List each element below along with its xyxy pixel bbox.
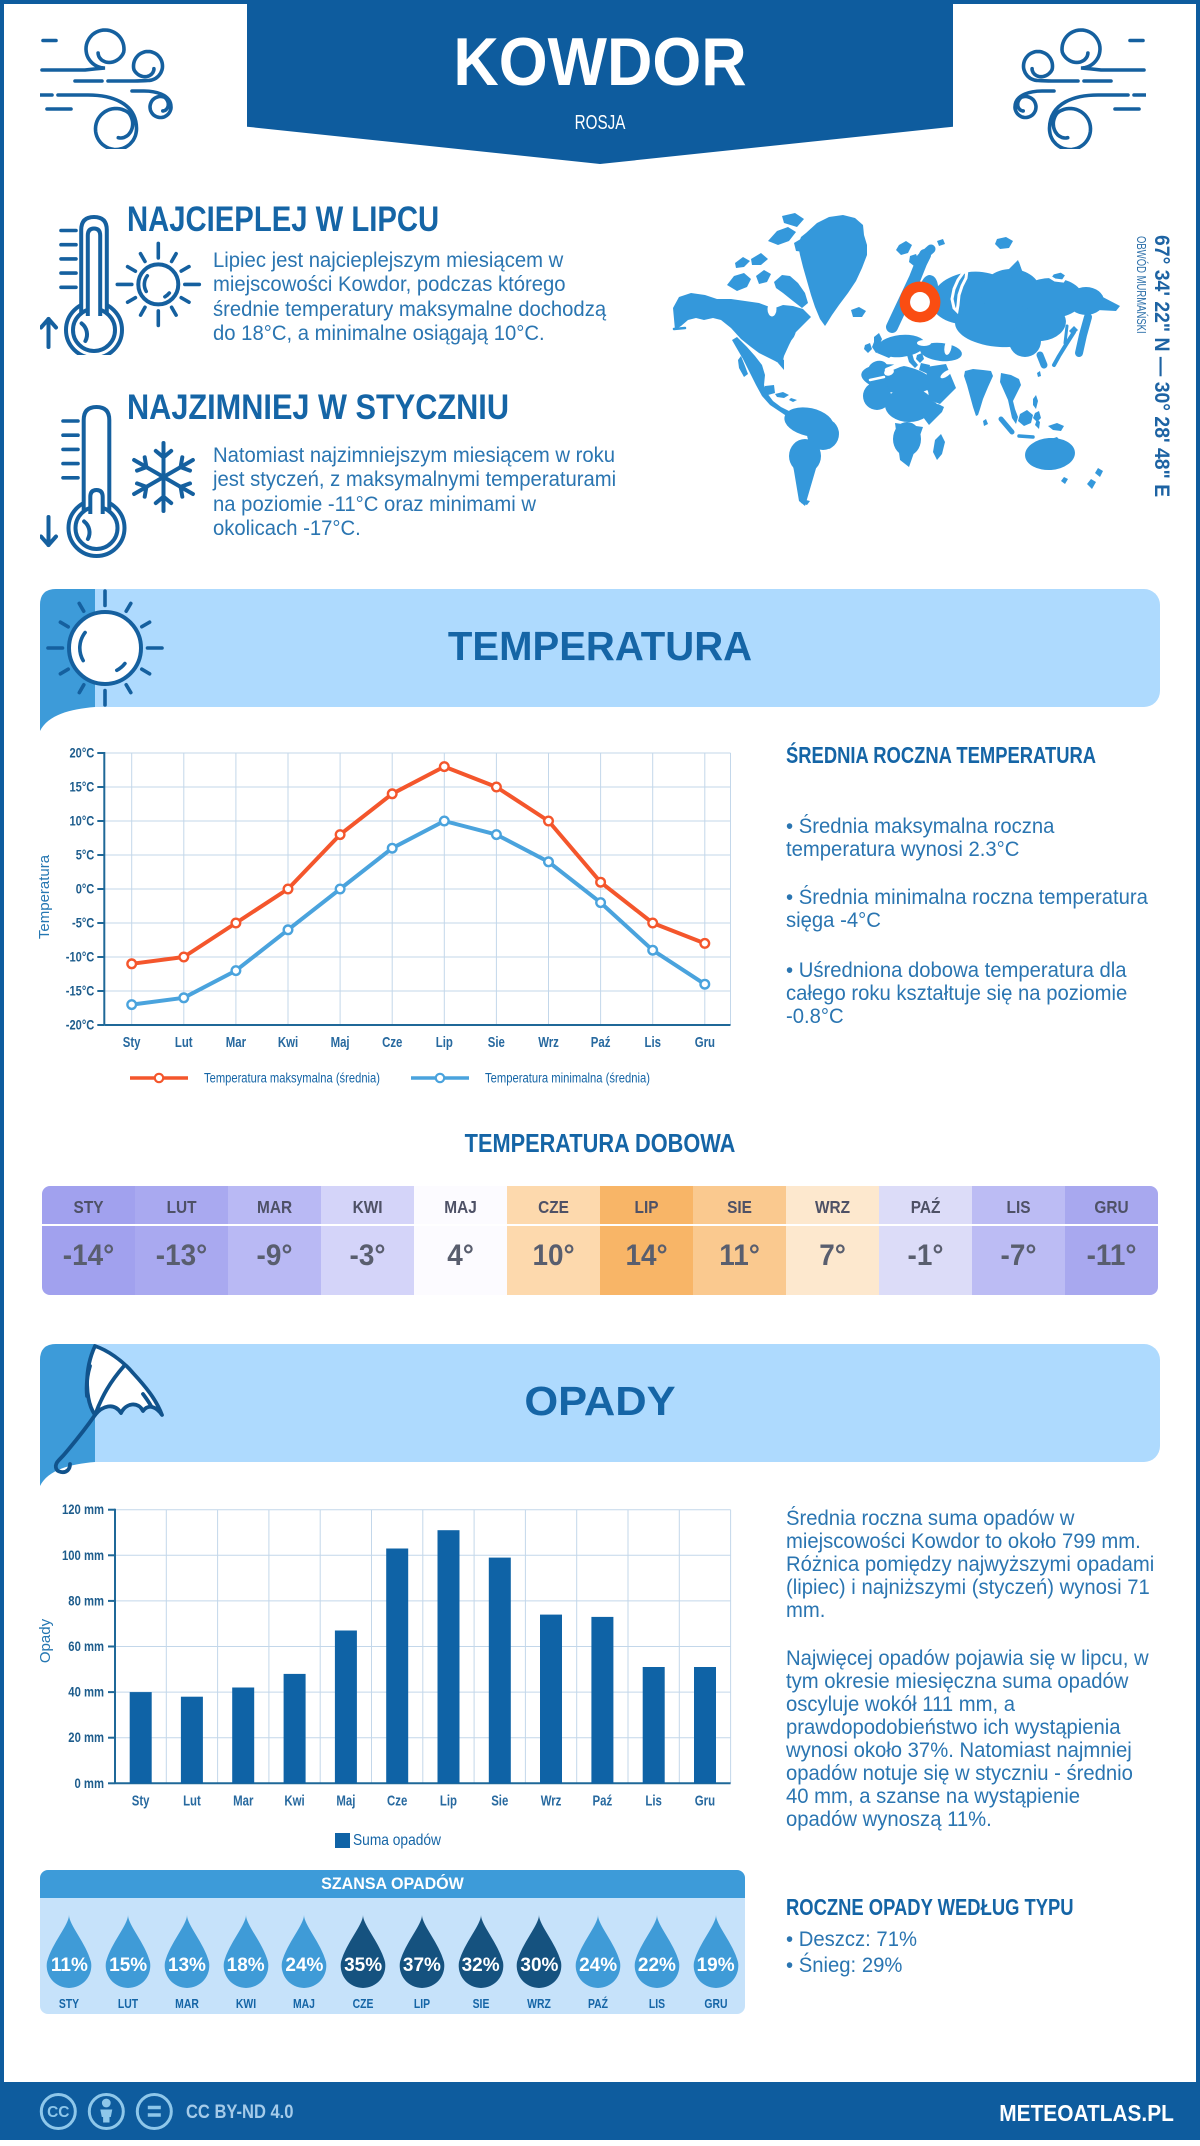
svg-text:Lut: Lut [175, 1034, 193, 1051]
svg-text:60 mm: 60 mm [68, 1639, 104, 1654]
svg-text:CC: CC [47, 2104, 69, 2121]
svg-text:Gru: Gru [695, 1034, 715, 1051]
svg-text:Mar: Mar [233, 1792, 253, 1809]
svg-text:20°C: 20°C [70, 746, 95, 761]
svg-text:5°C: 5°C [76, 848, 95, 863]
svg-text:Lis: Lis [645, 1792, 662, 1809]
svg-text:-15°C: -15°C [66, 984, 95, 999]
svg-text:0 mm: 0 mm [75, 1776, 105, 1791]
svg-text:Opady: Opady [37, 1618, 54, 1663]
svg-text:Temperatura minimalna (średnia: Temperatura minimalna (średnia) [485, 1071, 650, 1086]
svg-text:40 mm: 40 mm [68, 1685, 104, 1700]
svg-text:100 mm: 100 mm [62, 1548, 104, 1563]
svg-text:Maj: Maj [331, 1034, 350, 1051]
svg-text:Mar: Mar [226, 1034, 246, 1051]
svg-text:Lis: Lis [645, 1034, 662, 1051]
svg-text:-20°C: -20°C [66, 1018, 95, 1033]
svg-text:Kwi: Kwi [278, 1034, 298, 1051]
svg-text:Suma opadów: Suma opadów [353, 1832, 441, 1849]
svg-text:Lip: Lip [436, 1034, 453, 1051]
svg-text:0°C: 0°C [76, 882, 95, 897]
svg-text:Lut: Lut [183, 1792, 201, 1809]
svg-text:Cze: Cze [382, 1034, 402, 1051]
svg-text:Wrz: Wrz [538, 1034, 559, 1051]
svg-text:20 mm: 20 mm [68, 1730, 104, 1745]
svg-text:Wrz: Wrz [541, 1792, 562, 1809]
svg-text:Temperatura maksymalna (średni: Temperatura maksymalna (średnia) [204, 1071, 380, 1086]
svg-text:Lip: Lip [440, 1792, 457, 1809]
svg-text:Paź: Paź [591, 1034, 611, 1051]
svg-text:Paź: Paź [593, 1792, 613, 1809]
svg-text:10°C: 10°C [70, 814, 95, 829]
svg-text:Sty: Sty [123, 1034, 141, 1051]
svg-text:Sie: Sie [491, 1792, 508, 1809]
svg-text:-5°C: -5°C [72, 916, 95, 931]
svg-text:Sie: Sie [488, 1034, 505, 1051]
svg-text:Kwi: Kwi [284, 1792, 304, 1809]
svg-text:Sty: Sty [132, 1792, 150, 1809]
svg-text:15°C: 15°C [70, 780, 95, 795]
svg-text:Cze: Cze [387, 1792, 407, 1809]
svg-text:80 mm: 80 mm [68, 1593, 104, 1608]
svg-text:Gru: Gru [695, 1792, 715, 1809]
svg-text:120 mm: 120 mm [62, 1502, 104, 1517]
svg-text:Temperatura: Temperatura [36, 854, 53, 939]
svg-text:-10°C: -10°C [66, 950, 95, 965]
svg-text:Maj: Maj [336, 1792, 355, 1809]
